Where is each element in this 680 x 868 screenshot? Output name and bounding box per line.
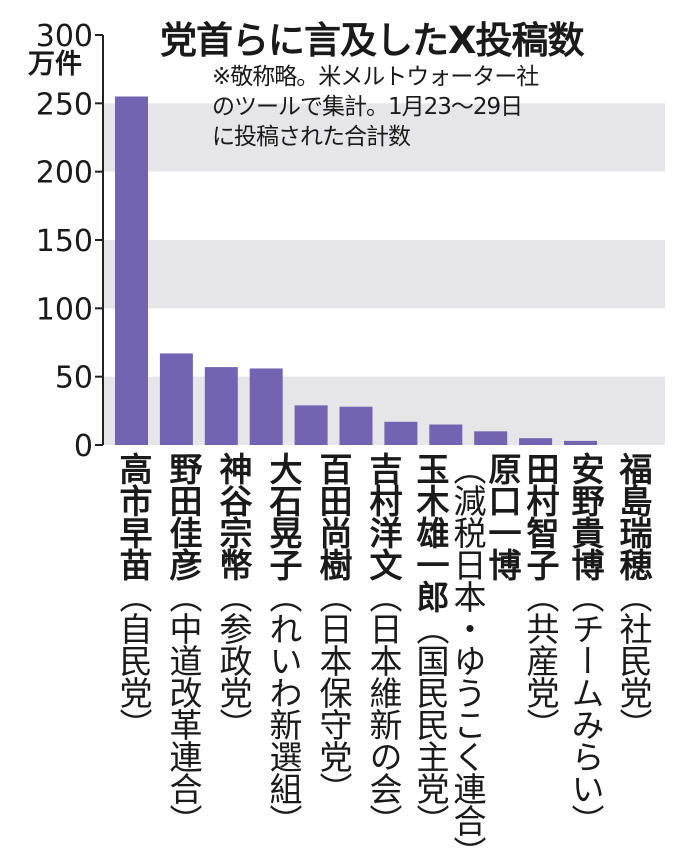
category-label: 大石晃子（れいわ新選組） xyxy=(264,452,303,836)
candidate-name: 安野貴博 xyxy=(566,452,605,580)
candidate-name: 吉村洋文 xyxy=(364,452,403,580)
category-label: （減税日本・ゆうこく連合） xyxy=(448,452,487,868)
y-tick-label: 100 xyxy=(36,292,93,327)
bar-0 xyxy=(115,96,148,445)
y-tick-label: 150 xyxy=(36,224,93,259)
y-tick-label: 200 xyxy=(36,156,93,191)
party-name: （参政党） xyxy=(214,580,253,740)
y-tick-label: 300 xyxy=(36,19,93,54)
bar-9 xyxy=(519,438,553,445)
party-name: （れいわ新選組） xyxy=(264,580,303,836)
category-label: 福島瑞穂（社民党） xyxy=(614,452,653,740)
chart-title: 党首らに言及したX投稿数 xyxy=(160,19,585,62)
party-name: （共産党） xyxy=(521,580,560,740)
y-tick-label: 250 xyxy=(36,87,93,122)
y-axis-unit: 万件 xyxy=(28,49,82,80)
party-name: （社民党） xyxy=(614,580,653,740)
candidate-name: 福島瑞穂 xyxy=(614,452,653,580)
chart-note: ※敬称略。米メルトウォーター社 のツールで集計。1月23～29日 に投稿された合… xyxy=(212,64,539,150)
bar-7 xyxy=(429,424,463,445)
candidate-name: 玉木雄一郎 xyxy=(411,452,450,612)
category-label: 田村智子（共産党） xyxy=(521,452,560,740)
candidate-name: 高市早苗 xyxy=(114,452,153,580)
category-label: 原口一博 xyxy=(483,452,522,580)
party-name: （減税日本・ゆうこく連合） xyxy=(448,452,487,868)
bar-8 xyxy=(474,431,508,445)
grid-band xyxy=(103,240,665,309)
category-label: 野田佳彦（中道改革連合） xyxy=(164,452,203,836)
candidate-name: 百田尚樹 xyxy=(314,452,353,580)
category-label: 吉村洋文（日本維新の会） xyxy=(364,452,403,836)
category-label: 高市早苗（自民党） xyxy=(114,452,153,740)
y-tick-label: 0 xyxy=(74,429,93,464)
bar-4 xyxy=(294,405,328,445)
party-name: （チームみらい） xyxy=(566,580,605,836)
party-name: （中道改革連合） xyxy=(164,580,203,836)
party-name: （国民民主党） xyxy=(411,612,450,836)
party-name: （日本保守党） xyxy=(314,580,353,804)
grid-band xyxy=(103,376,665,445)
category-label: 安野貴博（チームみらい） xyxy=(566,452,605,836)
candidate-name: 大石晃子 xyxy=(264,452,303,580)
bar-10 xyxy=(564,440,597,445)
candidate-name: 神谷宗幣 xyxy=(214,452,253,580)
grid-band xyxy=(103,103,665,172)
category-label: 玉木雄一郎（国民民主党） xyxy=(411,452,450,836)
bar-3 xyxy=(249,368,283,445)
party-name: （日本維新の会） xyxy=(364,580,403,836)
bar-2 xyxy=(204,367,238,445)
party-name: （自民党） xyxy=(114,580,153,740)
candidate-name: 野田佳彦 xyxy=(164,452,203,580)
candidate-name: 田村智子 xyxy=(521,452,560,580)
bar-5 xyxy=(339,406,373,445)
candidate-name: 原口一博 xyxy=(483,452,522,580)
y-tick-label: 50 xyxy=(55,361,93,396)
bar-1 xyxy=(159,353,193,445)
bar-6 xyxy=(384,421,418,445)
category-label: 百田尚樹（日本保守党） xyxy=(314,452,353,804)
category-label: 神谷宗幣（参政党） xyxy=(214,452,253,740)
